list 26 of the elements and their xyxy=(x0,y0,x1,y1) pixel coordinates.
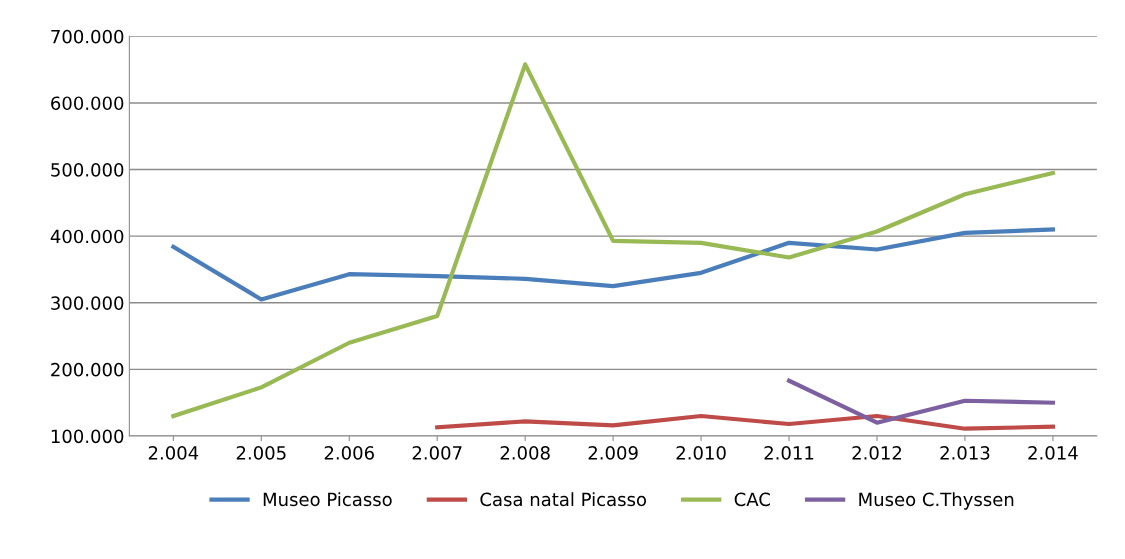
x-tick-label: 2.008 xyxy=(500,446,550,460)
y-tick-label: 100.000 xyxy=(51,429,124,444)
x-tick-label: 2.004 xyxy=(148,446,199,460)
x-tick-label: 2.013 xyxy=(940,446,990,460)
line-series xyxy=(171,227,1055,302)
x-tick-label: 2.010 xyxy=(676,446,726,460)
legend-label: Museo C.Thyssen xyxy=(859,492,1014,510)
legend-label: Casa natal Picasso xyxy=(480,492,647,507)
x-tick-label: 2.005 xyxy=(236,446,286,460)
y-tick-label: 600.000 xyxy=(51,96,124,111)
x-tick-label: 2.012 xyxy=(852,446,902,460)
y-tick-label: 400.000 xyxy=(50,229,124,244)
x-tick-label: 2.011 xyxy=(764,446,814,460)
x-tick-label: 2.009 xyxy=(588,446,638,460)
line-series xyxy=(435,413,1055,431)
y-tick-label: 200.000 xyxy=(51,362,124,377)
legend-label: CAC xyxy=(734,492,770,507)
legend-label: Museo Picasso xyxy=(263,492,392,507)
x-tick-label: 2.014 xyxy=(1028,446,1078,460)
line-series xyxy=(786,378,1055,425)
line-series xyxy=(171,62,1055,419)
y-tick-label: 300.000 xyxy=(51,296,124,310)
x-tick-label: 2.007 xyxy=(412,446,462,460)
y-tick-label: 500.000 xyxy=(51,163,124,177)
y-tick-label: 700.000 xyxy=(51,29,124,44)
x-tick-label: 2.006 xyxy=(324,446,374,460)
